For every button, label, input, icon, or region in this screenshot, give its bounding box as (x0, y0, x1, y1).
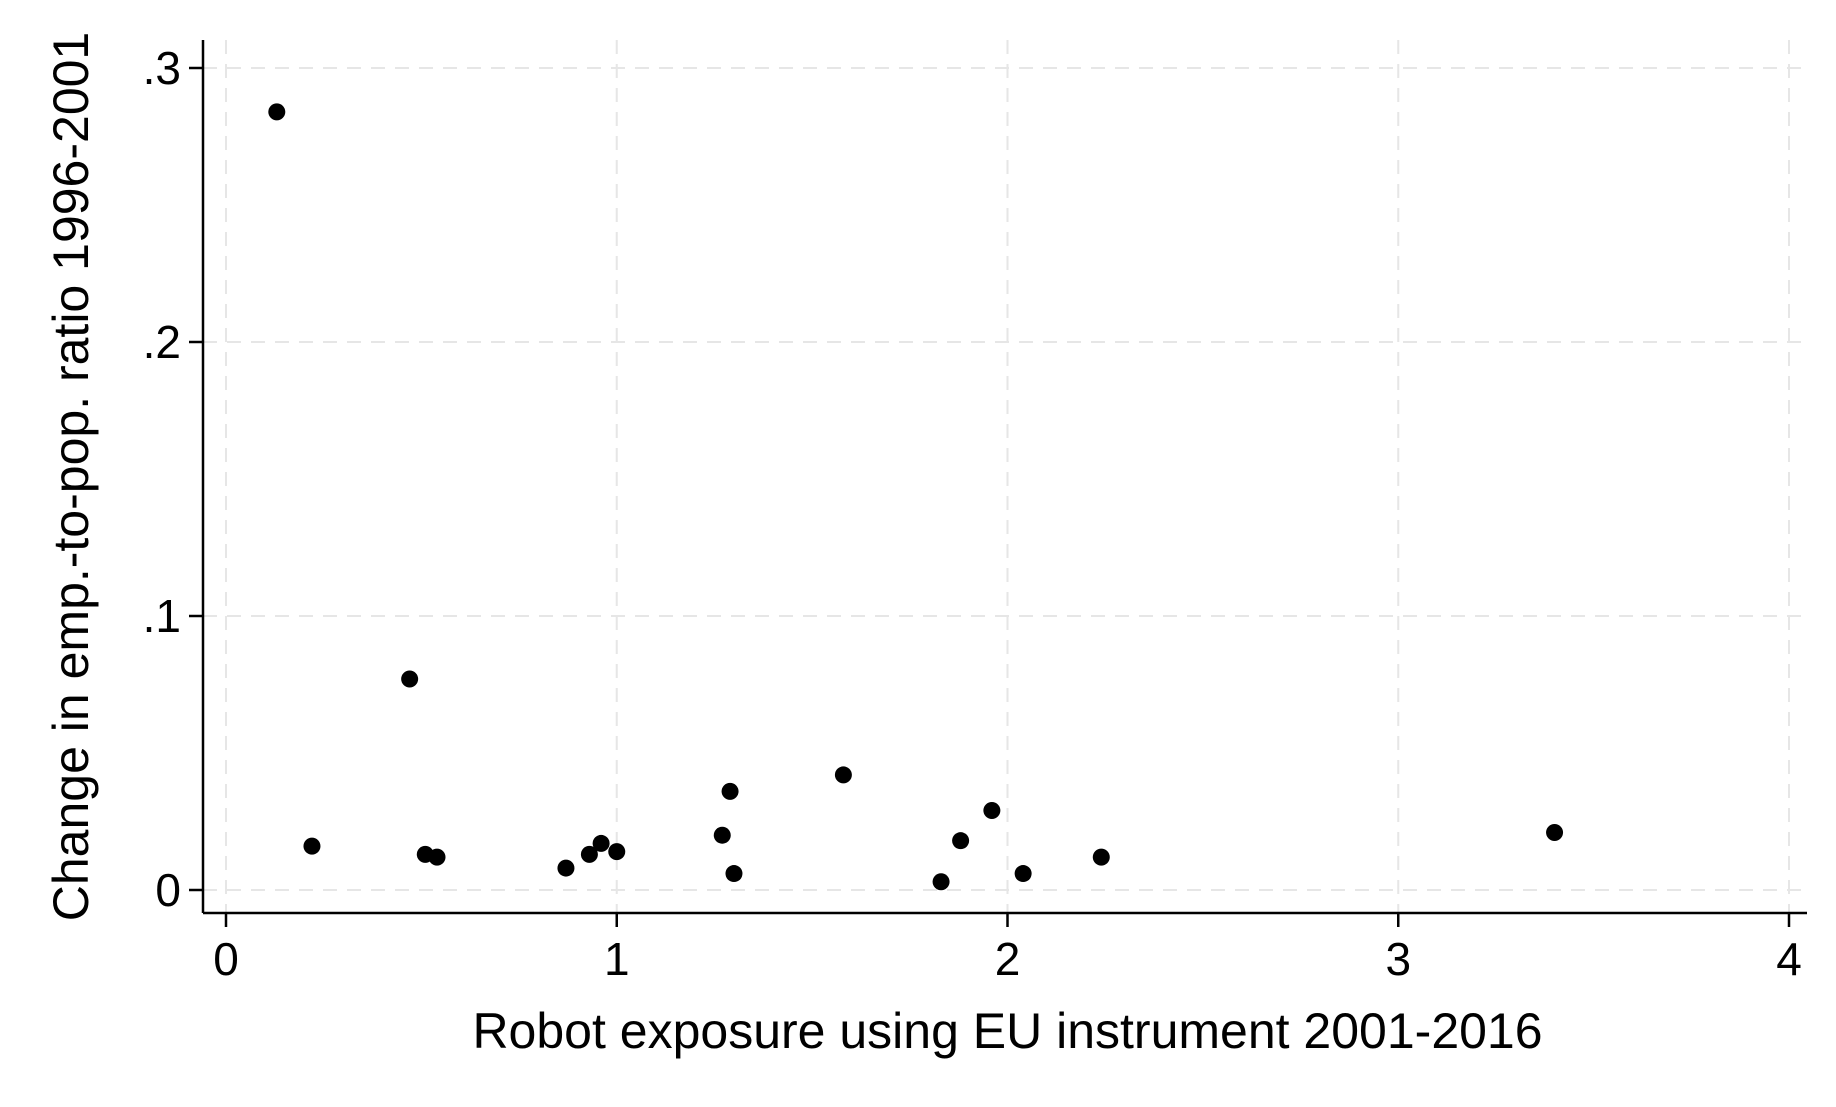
data-point (721, 782, 739, 800)
data-point (1014, 865, 1032, 883)
x-tick-label: 4 (1776, 933, 1802, 985)
data-point (983, 802, 1001, 820)
y-tick-label: 0 (155, 864, 181, 916)
data-point (1092, 848, 1110, 866)
data-point (952, 832, 970, 850)
y-axis-title: Change in emp.-to-pop. ratio 1996-2001 (43, 32, 99, 921)
data-point (303, 837, 321, 855)
data-point (557, 859, 575, 877)
data-point (428, 848, 446, 866)
axes (201, 40, 1807, 915)
data-point (932, 873, 950, 891)
y-tick-label: .1 (143, 590, 181, 642)
y-tick-label: .3 (143, 42, 181, 94)
x-axis-title: Robot exposure using EU instrument 2001-… (472, 1003, 1542, 1059)
data-point (608, 843, 626, 861)
x-tick-label: 2 (995, 933, 1021, 985)
data-points (268, 103, 1564, 891)
y-tick-label: .2 (143, 316, 181, 368)
data-point (401, 670, 419, 688)
data-point (725, 865, 743, 883)
x-tick-label: 0 (213, 933, 239, 985)
data-point (592, 834, 610, 852)
data-point (580, 845, 598, 863)
data-point (268, 103, 286, 121)
grid-lines (203, 40, 1807, 913)
x-tick-label: 1 (604, 933, 630, 985)
axis-ticks: 0 1 2 3 4 0 .1 .2 .3 (143, 42, 1802, 985)
data-point (713, 826, 731, 844)
data-point (834, 766, 852, 784)
data-point (1546, 823, 1564, 841)
x-tick-label: 3 (1385, 933, 1411, 985)
